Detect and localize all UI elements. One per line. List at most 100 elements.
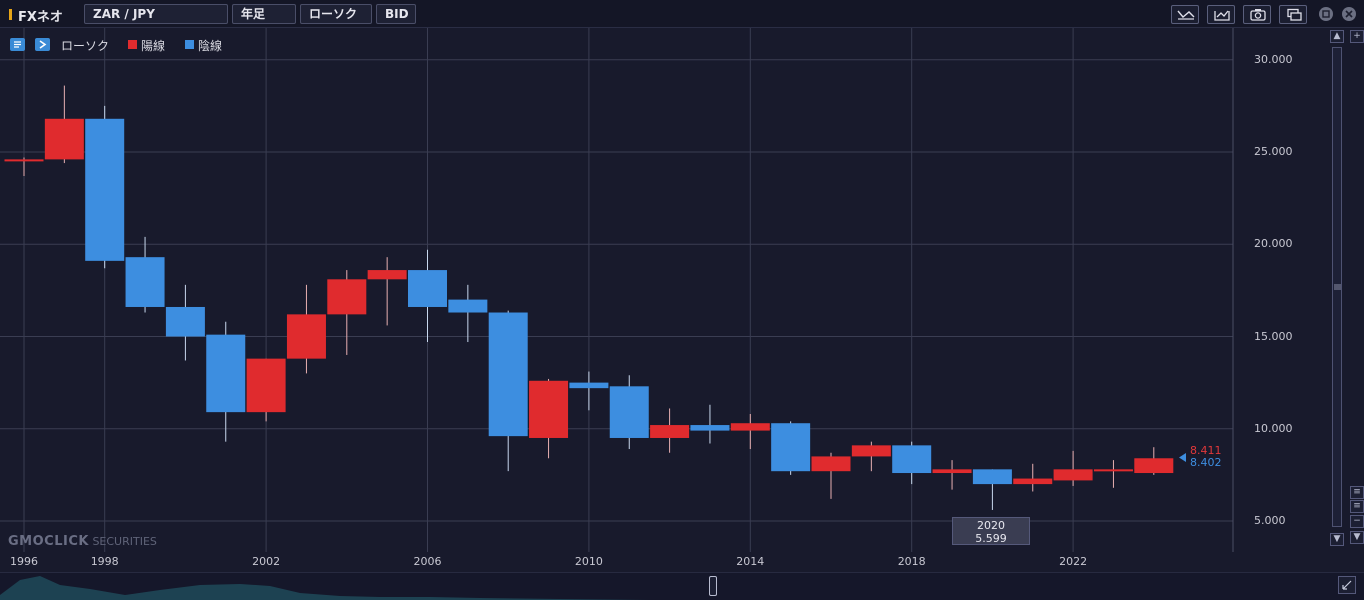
candle-body: [771, 423, 811, 472]
candle-2004[interactable]: [327, 270, 367, 355]
candle-2021[interactable]: [1013, 463, 1053, 492]
last-ask-price: 8.411: [1190, 444, 1222, 457]
trend-line-icon: [1177, 10, 1195, 20]
candle-2001[interactable]: [206, 321, 246, 442]
screenshot-button[interactable]: [1243, 5, 1271, 24]
candle-2017[interactable]: [851, 441, 891, 472]
candle-body: [286, 314, 326, 359]
symbol-selector[interactable]: ZAR / JPY: [84, 4, 228, 24]
maximize-icon: [1322, 10, 1330, 18]
x-tick-label: 2002: [252, 555, 281, 568]
candlestick-chart[interactable]: [0, 28, 1250, 552]
last-bid-price: 8.402: [1190, 456, 1222, 469]
down-color-swatch: [185, 40, 194, 49]
legend-up-label: 陽線: [141, 39, 166, 53]
candle-2005[interactable]: [367, 257, 407, 326]
close-button[interactable]: [1342, 7, 1356, 21]
candle-2002[interactable]: [246, 358, 286, 422]
timeframe-selector[interactable]: 年足: [232, 4, 296, 24]
y-tick-label: 10.000: [1254, 421, 1293, 435]
window-icon: [1287, 8, 1302, 21]
resize-button[interactable]: [1338, 576, 1356, 594]
candle-body: [408, 270, 447, 307]
candle-2020[interactable]: [972, 469, 1012, 510]
candle-1998[interactable]: [85, 105, 125, 269]
candle-body: [609, 386, 649, 438]
zoom-out-button[interactable]: −: [1350, 515, 1364, 528]
candle-2007[interactable]: [448, 284, 488, 343]
candle-2016[interactable]: [811, 452, 851, 499]
app-title: FXネオ: [18, 10, 63, 25]
candle-2006[interactable]: [408, 249, 447, 343]
candle-2010[interactable]: [569, 371, 609, 411]
watermark-brand: GMOCLICK: [8, 534, 89, 549]
candle-body: [44, 118, 84, 160]
candle-2012[interactable]: [650, 408, 690, 453]
y-tick-label: 15.000: [1254, 329, 1293, 343]
candle-2018[interactable]: [892, 441, 932, 485]
grip-icon: [1334, 284, 1341, 290]
candle-2011[interactable]: [609, 375, 649, 450]
app-mark: [9, 9, 12, 20]
crosshair-value: 5.599: [975, 532, 1007, 545]
camera-icon: [1250, 9, 1266, 21]
price-type-selector[interactable]: BID: [376, 4, 416, 24]
candle-2022[interactable]: [1053, 450, 1093, 486]
x-tick-label: 2006: [413, 555, 442, 568]
candle-2015[interactable]: [771, 421, 811, 475]
legend-down-label: 陰線: [198, 39, 223, 53]
x-tick-label: 2010: [574, 555, 603, 568]
price-scrollbar[interactable]: ▲ ▼: [1328, 28, 1346, 552]
candle-2023[interactable]: [1093, 460, 1133, 488]
y-tick-label: 30.000: [1254, 52, 1293, 66]
candle-body: [327, 279, 367, 315]
candle-body: [367, 270, 407, 280]
scroll-end-button[interactable]: ▼: [1350, 531, 1364, 544]
candle-2024[interactable]: [1134, 447, 1174, 475]
crosshair-year: 2020: [977, 519, 1005, 532]
candle-2000[interactable]: [165, 284, 205, 361]
candle-body: [125, 257, 165, 307]
chevron-right-icon: [39, 40, 47, 49]
list-button-2[interactable]: ≡: [1350, 500, 1364, 513]
y-axis: 5.000 10.000 15.000 20.000 25.000 30.000: [1234, 28, 1326, 552]
legend-menu-button[interactable]: [10, 38, 25, 51]
overview-navigator[interactable]: [0, 572, 1364, 600]
candle-body: [165, 306, 205, 337]
candle-2014[interactable]: [730, 413, 770, 450]
zoom-in-button[interactable]: +: [1350, 30, 1364, 43]
candle-body: [246, 358, 286, 413]
candle-2019[interactable]: [932, 460, 972, 490]
candle-2013[interactable]: [690, 404, 730, 444]
candle-1997[interactable]: [44, 85, 84, 164]
candle-body: [448, 299, 488, 313]
candle-2009[interactable]: [529, 378, 569, 459]
candle-body: [690, 425, 730, 431]
overview-handle[interactable]: [709, 576, 717, 596]
scroll-thumb[interactable]: [1332, 47, 1342, 527]
scroll-down-button[interactable]: ▼: [1330, 533, 1344, 546]
list-button-1[interactable]: ≡: [1350, 486, 1364, 499]
candle-body: [650, 425, 690, 438]
chart-type-selector[interactable]: ローソク: [300, 4, 372, 24]
candle-1996[interactable]: [4, 157, 44, 176]
chart-export-icon: [1214, 10, 1230, 21]
x-tick-label: 2022: [1059, 555, 1088, 568]
candle-2008[interactable]: [488, 310, 528, 472]
candle-body: [811, 456, 851, 472]
candle-body: [85, 118, 125, 261]
chart-export-button[interactable]: [1207, 5, 1235, 24]
x-tick-label: 2018: [897, 555, 926, 568]
window-button[interactable]: [1279, 5, 1307, 24]
candle-body: [1093, 469, 1133, 472]
scroll-up-button[interactable]: ▲: [1330, 30, 1344, 43]
resize-icon: [1342, 580, 1352, 590]
candle-body: [488, 312, 528, 437]
maximize-button[interactable]: [1319, 7, 1333, 21]
candles: [4, 85, 1174, 510]
trend-line-button[interactable]: [1171, 5, 1199, 24]
candle-1999[interactable]: [125, 236, 165, 313]
legend-expand-button[interactable]: [35, 38, 50, 51]
candle-body: [851, 445, 891, 457]
candle-2003[interactable]: [286, 284, 326, 374]
